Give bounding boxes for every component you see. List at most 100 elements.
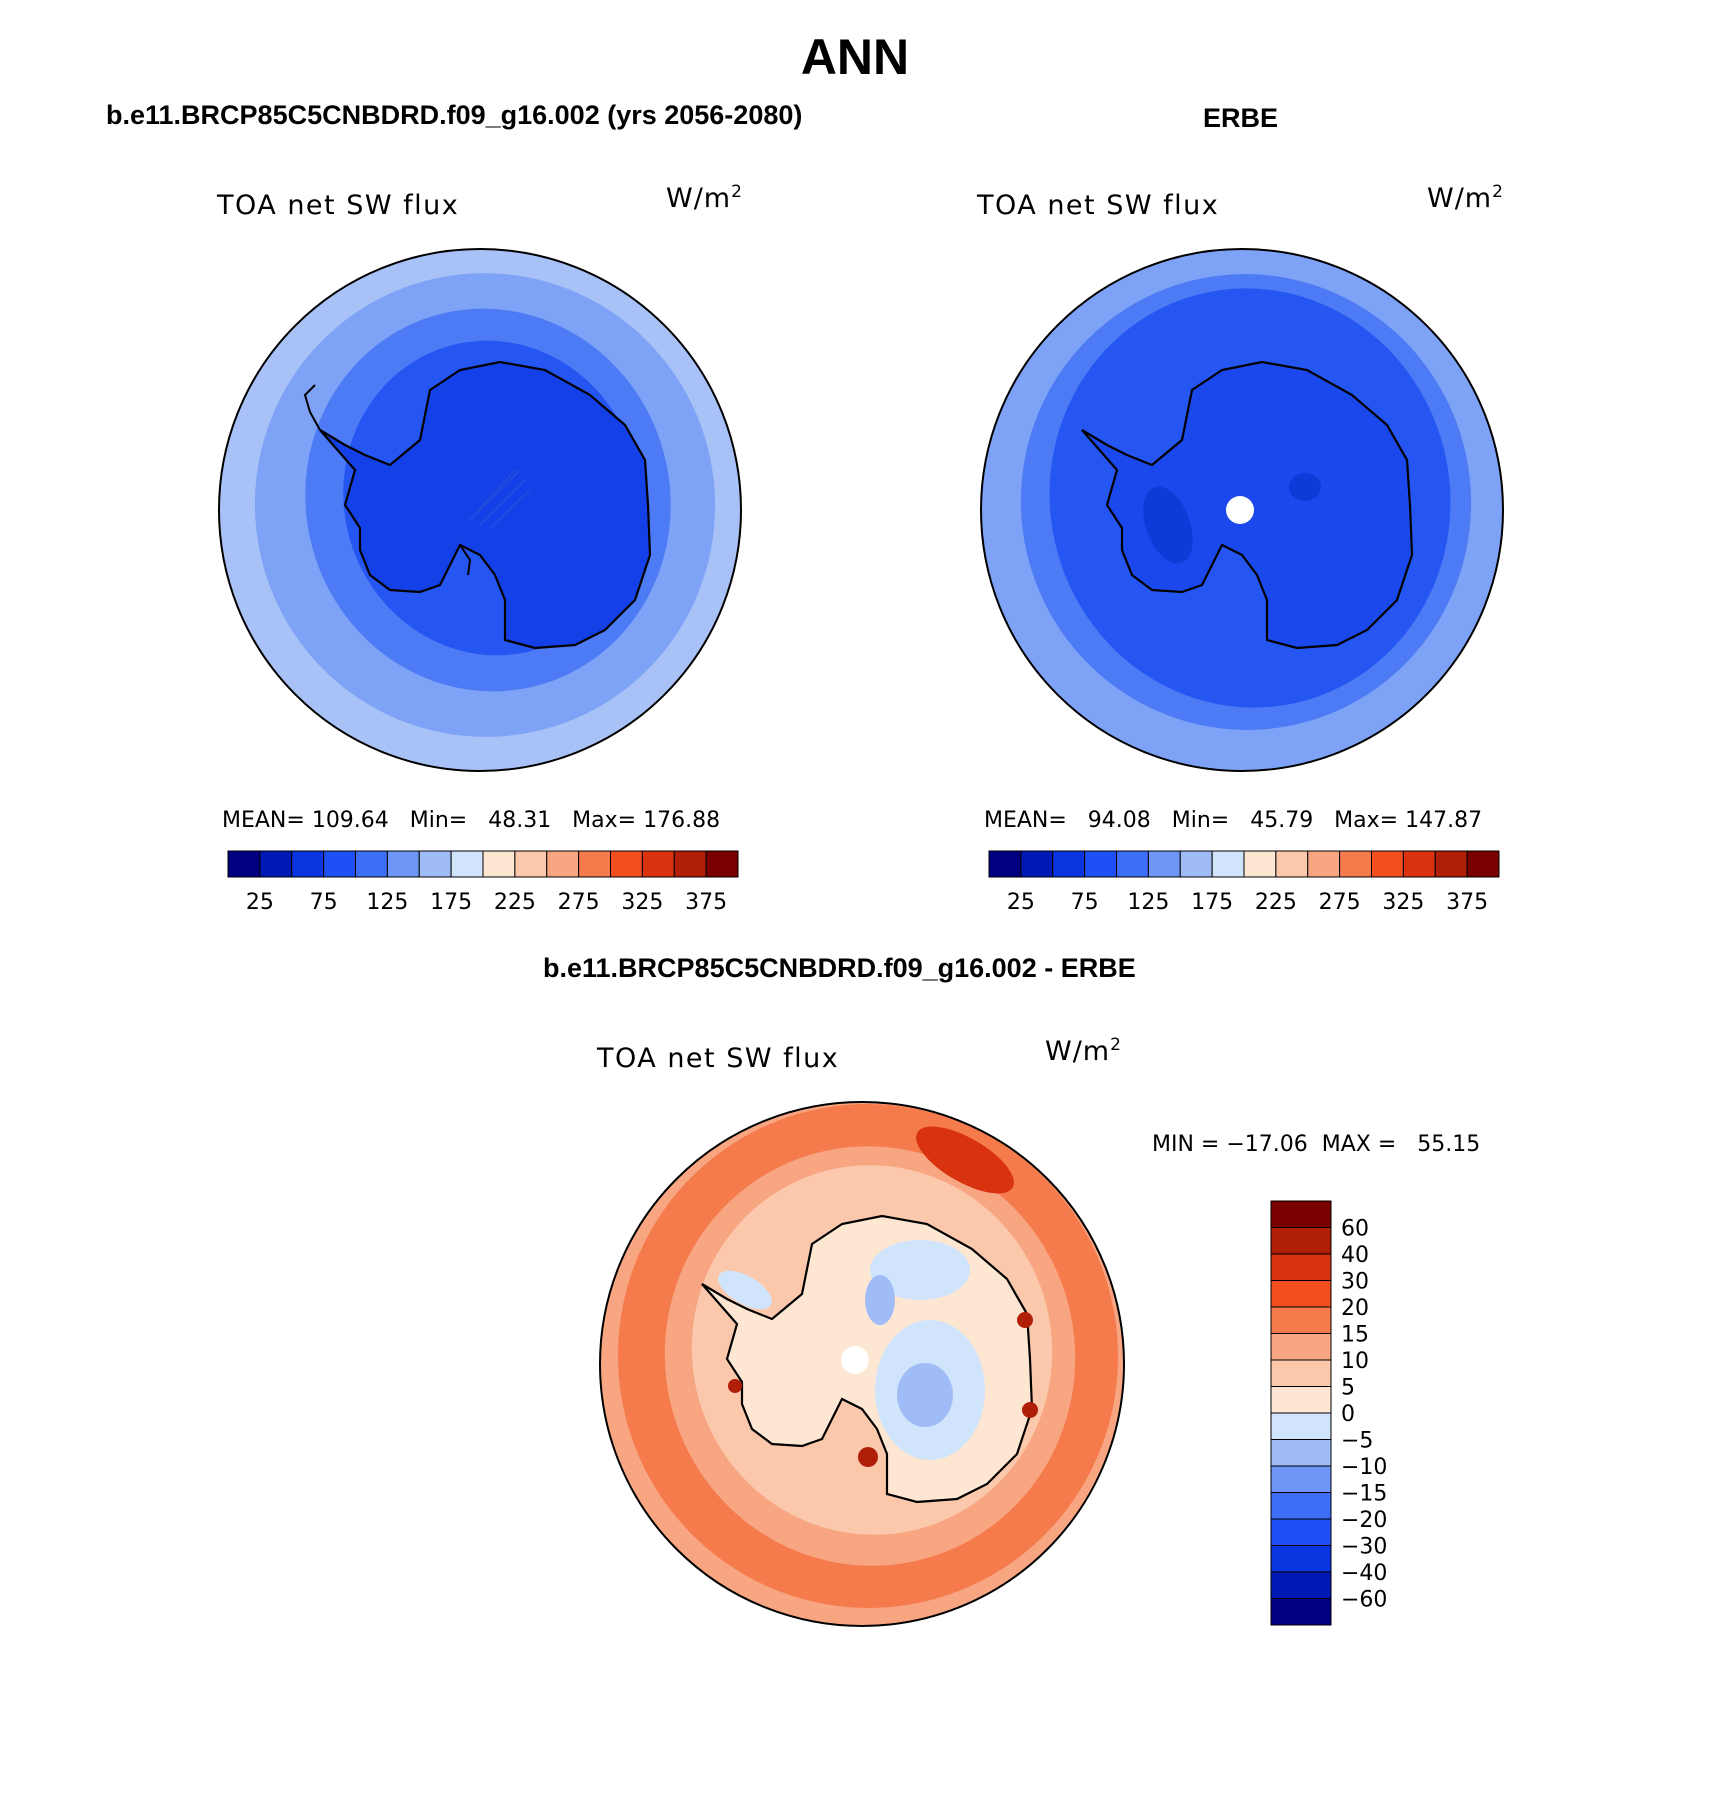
- panel3-stats: MIN = −17.06 MAX = 55.15: [1152, 1132, 1481, 1157]
- panel1-stats: MEAN= 109.64 Min= 48.31 Max= 176.88: [222, 808, 721, 833]
- panel2-colorbar-swatch: [1179, 850, 1213, 878]
- panel3-colorbar-swatch: [1270, 1200, 1332, 1228]
- panel2-colorbar-swatch: [1466, 850, 1500, 878]
- panel1-colorbar-swatch: [482, 850, 516, 878]
- panel3-colorbar-swatch: [1270, 1518, 1332, 1546]
- panel3-colorbar-tick-label: 0: [1341, 1402, 1355, 1427]
- panel2-colorbar-swatch: [1147, 850, 1181, 878]
- panel2-units: W/m2: [1427, 182, 1504, 214]
- panel3-colorbar-tick-label: 60: [1341, 1217, 1369, 1242]
- panel3-colorbar-swatch: [1270, 1280, 1332, 1308]
- panel3-map-border: [599, 1101, 1125, 1627]
- panel1-colorbar-swatch: [546, 850, 580, 878]
- panel3-colorbar-tick-label: 5: [1341, 1376, 1355, 1401]
- panel1-map-border: [218, 248, 742, 772]
- panel1-colorbar-swatch: [705, 850, 739, 878]
- panel2-case-title: ERBE: [1203, 103, 1279, 133]
- panel2-colorbar-tick-label: 75: [1071, 890, 1099, 915]
- panel3-colorbar-tick-label: −15: [1341, 1482, 1387, 1507]
- panel3-colorbar-tick-label: −20: [1341, 1508, 1387, 1533]
- panel1-colorbar-swatch: [386, 850, 420, 878]
- panel2-variable-label: TOA net SW flux: [977, 190, 1220, 221]
- panel3-colorbar-swatch: [1270, 1492, 1332, 1520]
- panel3-colorbar-tick-label: 15: [1341, 1323, 1369, 1348]
- panel2-colorbar-swatch: [1275, 850, 1309, 878]
- panel3-colorbar-tick-label: −40: [1341, 1561, 1387, 1586]
- panel3-colorbar-tick-label: 30: [1341, 1270, 1369, 1295]
- panel3-units: W/m2: [1045, 1035, 1122, 1067]
- panel2-colorbar-tick-label: 225: [1255, 890, 1297, 915]
- panel1-colorbar-swatch: [641, 850, 675, 878]
- panel2-colorbar-swatch: [1339, 850, 1372, 878]
- panel1-colorbar-tick-label: 25: [246, 890, 274, 915]
- panel1-case-title: b.e11.BRCP85C5CNBDRD.f09_g16.002 (yrs 20…: [106, 100, 803, 130]
- panel2-colorbar-swatch: [1434, 850, 1468, 878]
- panel3-case-title: b.e11.BRCP85C5CNBDRD.f09_g16.002 - ERBE: [543, 953, 1136, 983]
- panel1-colorbar-swatch: [291, 850, 325, 878]
- panel2-colorbar-tick-label: 275: [1319, 890, 1361, 915]
- panel2-colorbar-swatch: [1371, 850, 1404, 878]
- panel1-colorbar-swatch: [355, 850, 388, 878]
- panel1-colorbar-tick-label: 225: [494, 890, 536, 915]
- panel2-colorbar-tick-label: 125: [1127, 890, 1169, 915]
- panel3-colorbar-swatch: [1270, 1465, 1332, 1493]
- panel2-colorbar-swatch: [1211, 850, 1245, 878]
- panel3-colorbar-tick-label: 40: [1341, 1243, 1369, 1268]
- panel3-colorbar-swatch: [1270, 1598, 1332, 1626]
- panel1-colorbar-tick-label: 375: [685, 890, 727, 915]
- panel2-colorbar-swatch: [1307, 850, 1341, 878]
- panel2-colorbar-tick-label: 25: [1007, 890, 1035, 915]
- panel2-colorbar-swatch: [988, 850, 1022, 878]
- panel3-colorbar-swatch: [1270, 1439, 1332, 1467]
- panel3-colorbar-swatch: [1270, 1412, 1332, 1440]
- panel3-colorbar-tick-label: 10: [1341, 1349, 1369, 1374]
- panel1-colorbar-tick-label: 275: [558, 890, 600, 915]
- panel1-colorbar-swatch: [450, 850, 484, 878]
- panel2-colorbar-swatch: [1243, 850, 1277, 878]
- panel2-colorbar-tick-label: 175: [1191, 890, 1233, 915]
- panel1-colorbar-tick-label: 325: [621, 890, 663, 915]
- panel2-colorbar-swatch: [1084, 850, 1117, 878]
- panel2-polar-map: [981, 249, 1503, 771]
- panel1-colorbar-tick-label: 75: [310, 890, 338, 915]
- panel2-colorbar-swatch: [1020, 850, 1054, 878]
- panel1-colorbar-swatch: [610, 850, 643, 878]
- panel2-colorbar-tick-label: 325: [1382, 890, 1424, 915]
- panel1-colorbar-swatch: [227, 850, 261, 878]
- panel1-colorbar-swatch: [578, 850, 611, 878]
- panel3-colorbar-swatch: [1270, 1227, 1332, 1255]
- panel1-polar-map: [219, 249, 741, 771]
- panel1-colorbar-tick-label: 175: [430, 890, 472, 915]
- panel3-polar-map: [600, 1102, 1124, 1626]
- panel1-colorbar-swatch: [673, 850, 707, 878]
- panel1-colorbar-swatch: [418, 850, 452, 878]
- panel1-units: W/m2: [666, 182, 743, 214]
- panel1-colorbar: 25 75 125 175 225 275 325 375: [227, 850, 739, 915]
- panel3-colorbar-tick-label: −10: [1341, 1455, 1387, 1480]
- panel3-colorbar-swatch: [1270, 1306, 1332, 1334]
- panel3-colorbar-swatch: [1270, 1386, 1332, 1414]
- panel3-colorbar-swatch: [1270, 1359, 1332, 1387]
- panel3-colorbar-tick-label: −30: [1341, 1535, 1387, 1560]
- panel3-colorbar-swatch: [1270, 1545, 1332, 1573]
- panel1-colorbar-swatch: [514, 850, 548, 878]
- panel1-colorbar-swatch: [323, 850, 356, 878]
- panel3-colorbar-tick-label: 20: [1341, 1296, 1369, 1321]
- panel1-variable-label: TOA net SW flux: [217, 190, 460, 221]
- panel2-colorbar-swatch: [1052, 850, 1086, 878]
- panel3-colorbar-tick-label: −5: [1341, 1429, 1373, 1454]
- panel1-colorbar-swatch: [259, 850, 293, 878]
- panel2-colorbar-swatch: [1116, 850, 1149, 878]
- main-title: ANN: [800, 29, 910, 85]
- panel2-map-border: [980, 248, 1504, 772]
- panel2-colorbar-swatch: [1402, 850, 1436, 878]
- panel1-colorbar-tick-label: 125: [366, 890, 408, 915]
- panel3-variable-label: TOA net SW flux: [597, 1043, 840, 1074]
- panel3-colorbar-swatch: [1270, 1571, 1332, 1599]
- panel2-stats: MEAN= 94.08 Min= 45.79 Max= 147.87: [984, 808, 1483, 833]
- panel3-colorbar-swatch: [1270, 1333, 1332, 1361]
- panel2-colorbar-tick-label: 375: [1446, 890, 1488, 915]
- panel3-colorbar-swatch: [1270, 1253, 1332, 1281]
